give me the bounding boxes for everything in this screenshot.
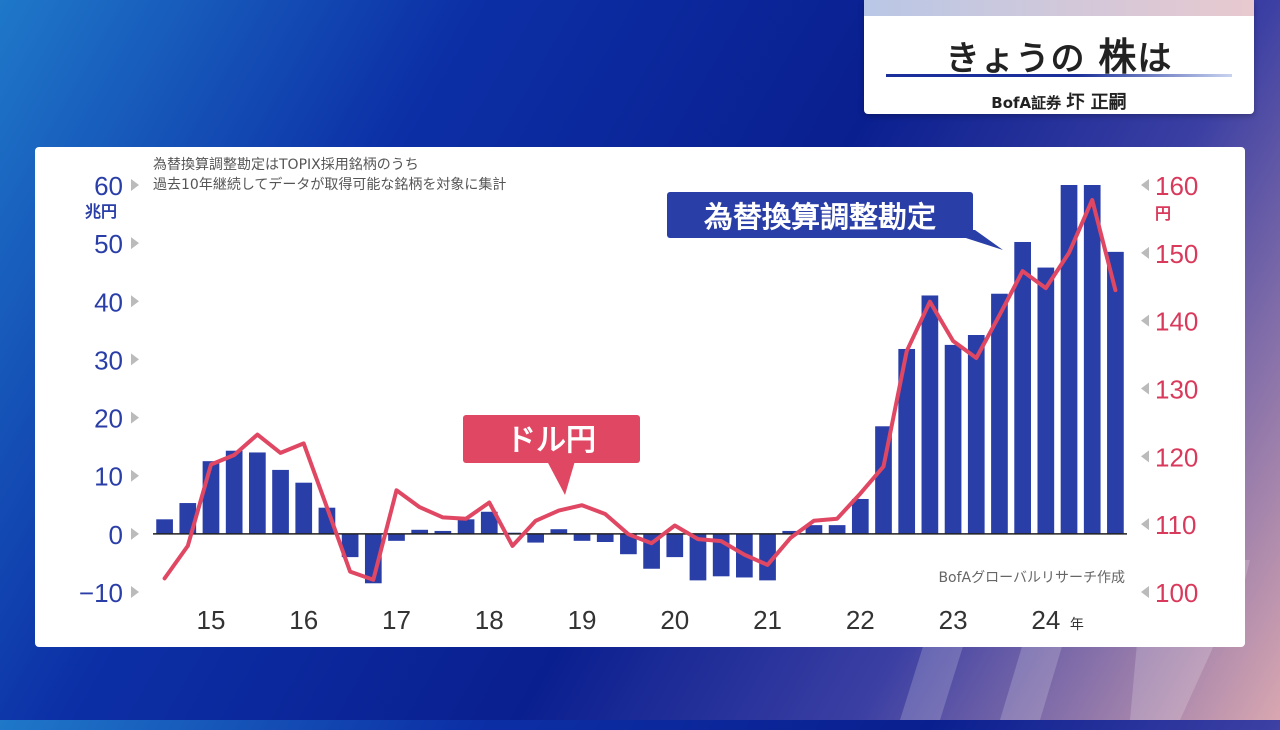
bar-q9: [341, 533, 359, 558]
bar-series-label: 為替換算調整勘定: [704, 200, 936, 234]
bar-q18: [550, 529, 568, 534]
bar-q41: [1083, 185, 1101, 534]
left-tick-1: 50: [94, 229, 123, 259]
combo-chart: 6050403020100−10兆円160150140130120110100円…: [79, 171, 1199, 635]
bar-q12: [411, 529, 429, 534]
x-unit-label: 年: [1070, 617, 1084, 633]
bar-q37: [991, 293, 1008, 534]
bar-q28: [782, 530, 800, 534]
x-tick-15: 15: [197, 605, 226, 635]
left-tick-3: 30: [94, 345, 123, 375]
right-tick-arrow-0: [1141, 179, 1149, 191]
note-line-1: 為替換算調整勘定はTOPIX採用銘柄のうち: [153, 157, 419, 173]
bar-q24: [689, 533, 707, 581]
chart-note: 為替換算調整勘定はTOPIX採用銘柄のうち 過去10年継続してデータが取得可能な…: [153, 155, 506, 195]
right-tick-arrow-6: [1141, 586, 1149, 598]
right-axis-unit: 円: [1155, 204, 1171, 223]
x-tick-21: 21: [753, 605, 782, 635]
bar-q15: [480, 511, 498, 534]
bar-q11: [388, 533, 405, 541]
x-tick-22: 22: [846, 605, 875, 635]
left-tick-4: 20: [94, 404, 123, 434]
right-tick-arrow-3: [1141, 382, 1149, 395]
line-series-label: ドル円: [506, 423, 596, 458]
right-tick-arrow-2: [1141, 314, 1149, 327]
left-tick-0: 60: [94, 171, 123, 201]
bar-q30: [828, 525, 846, 534]
title-big: 株: [1098, 35, 1138, 79]
bar-q6: [272, 469, 289, 534]
left-axis-unit: 兆円: [85, 202, 117, 221]
bar-q42: [1107, 251, 1124, 534]
bar-q5: [249, 452, 266, 534]
bar-q1: [156, 519, 173, 534]
title-rule: [886, 74, 1232, 77]
bar-q27: [759, 533, 776, 581]
commentator: BofA証券 圷 正嗣: [864, 88, 1254, 114]
left-tick-arrow-5: [131, 469, 139, 482]
usdjpy-line: [162, 197, 1118, 582]
right-tick-1: 150: [1155, 239, 1198, 269]
x-tick-16: 16: [289, 605, 318, 635]
bar-q7: [295, 482, 313, 534]
bar-q14: [457, 519, 475, 534]
chart-panel: 為替換算調整勘定はTOPIX採用銘柄のうち 過去10年継続してデータが取得可能な…: [35, 147, 1245, 647]
title-post: は: [1137, 39, 1173, 79]
right-tick-4: 120: [1155, 442, 1198, 472]
note-line-2: 過去10年継続してデータが取得可能な銘柄を対象に集計: [153, 177, 507, 193]
left-tick-arrow-0: [131, 179, 139, 191]
left-tick-arrow-6: [131, 527, 139, 540]
left-tick-5: 10: [94, 462, 123, 492]
bar-q20: [596, 533, 614, 542]
x-tick-24: 24: [1031, 605, 1060, 635]
bar-q23: [666, 533, 684, 558]
left-tick-arrow-7: [131, 586, 139, 598]
left-tick-arrow-3: [131, 353, 139, 366]
commentator-firm: BofA証券: [991, 94, 1067, 112]
program-title-box: きょうの 株は BofA証券 圷 正嗣: [864, 0, 1254, 114]
bar-q39: [1037, 267, 1055, 534]
left-tick-arrow-1: [131, 237, 139, 250]
right-tick-2: 140: [1155, 307, 1198, 337]
bar-q38: [1014, 241, 1031, 534]
title-pre: きょうの: [945, 39, 1099, 79]
source-note: BofAグローバルリサーチ作成: [938, 570, 1125, 586]
bar-q34: [921, 295, 939, 534]
bar-q17: [527, 533, 544, 543]
bar-q35: [944, 344, 962, 534]
title-strip: [864, 0, 1254, 16]
left-tick-2: 40: [94, 287, 123, 317]
bar-q36: [967, 335, 985, 534]
left-tick-arrow-4: [131, 411, 139, 424]
right-tick-6: 100: [1155, 578, 1198, 608]
program-title: きょうの 株は: [864, 26, 1254, 81]
line-label-box: [463, 415, 640, 463]
x-tick-23: 23: [939, 605, 968, 635]
left-tick-6: 0: [109, 520, 123, 550]
right-tick-arrow-1: [1141, 246, 1149, 259]
bar-q13: [434, 530, 452, 534]
x-tick-18: 18: [475, 605, 504, 635]
right-tick-arrow-5: [1141, 518, 1149, 531]
left-tick-7: −10: [79, 578, 123, 608]
left-tick-arrow-2: [131, 295, 139, 308]
bar-q29: [805, 525, 823, 534]
right-tick-5: 110: [1155, 510, 1196, 540]
commentator-name: 圷 正嗣: [1066, 92, 1127, 113]
bar-q21: [620, 533, 637, 555]
right-tick-0: 160: [1155, 171, 1198, 201]
x-tick-20: 20: [660, 605, 689, 635]
right-tick-3: 130: [1155, 375, 1198, 405]
line-label-pointer: [547, 461, 575, 495]
bar-q3: [202, 461, 220, 534]
bar-q31: [851, 498, 869, 534]
bar-q33: [898, 348, 916, 534]
x-tick-19: 19: [568, 605, 597, 635]
x-tick-17: 17: [382, 605, 411, 635]
bar-q4: [225, 450, 243, 534]
right-tick-arrow-4: [1141, 450, 1149, 463]
bar-q40: [1060, 185, 1078, 534]
bar-q19: [573, 533, 591, 541]
bar-label-box: [667, 192, 973, 238]
